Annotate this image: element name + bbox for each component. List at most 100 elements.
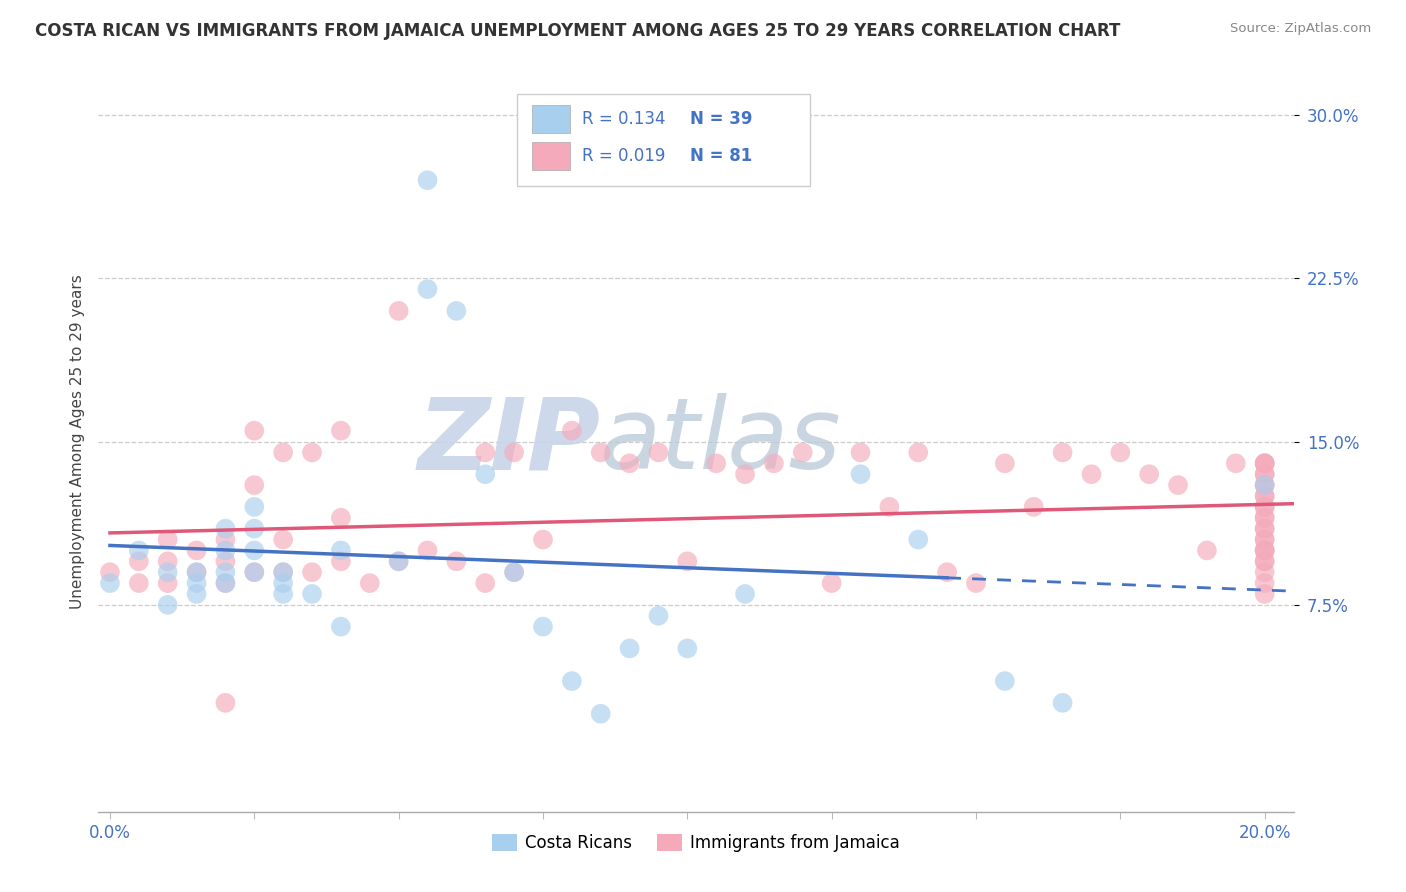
Point xyxy=(994,674,1017,689)
Point xyxy=(156,598,179,612)
Point xyxy=(416,543,439,558)
Point xyxy=(619,641,641,656)
Point xyxy=(1253,478,1275,492)
Point xyxy=(388,554,411,568)
Point xyxy=(561,674,583,689)
Point xyxy=(186,587,208,601)
Point xyxy=(1253,478,1275,492)
Point xyxy=(676,641,699,656)
Point xyxy=(243,500,266,514)
Point xyxy=(1253,533,1275,547)
Point xyxy=(1052,696,1074,710)
Point xyxy=(503,565,526,579)
Point xyxy=(1253,489,1275,503)
Point xyxy=(156,565,179,579)
Text: R = 0.134: R = 0.134 xyxy=(582,110,666,128)
Text: R = 0.019: R = 0.019 xyxy=(582,147,666,165)
Point xyxy=(1195,543,1218,558)
Point xyxy=(1137,467,1160,482)
Point xyxy=(1253,554,1275,568)
Point xyxy=(156,533,179,547)
Point xyxy=(186,565,208,579)
Point xyxy=(243,543,266,558)
Point xyxy=(1253,533,1275,547)
Point xyxy=(1080,467,1102,482)
Point xyxy=(388,304,411,318)
Point xyxy=(416,173,439,187)
Point xyxy=(1052,445,1074,459)
Point xyxy=(214,565,236,579)
Point xyxy=(1167,478,1189,492)
Point xyxy=(907,533,929,547)
Point xyxy=(416,282,439,296)
Point xyxy=(156,576,179,591)
Point xyxy=(762,456,785,470)
Point xyxy=(704,456,727,470)
Point xyxy=(243,522,266,536)
Point xyxy=(301,587,323,601)
Point xyxy=(243,565,266,579)
Point xyxy=(186,565,208,579)
Point xyxy=(1253,500,1275,514)
Point xyxy=(98,576,121,591)
Point xyxy=(792,445,814,459)
Point xyxy=(243,478,266,492)
Point xyxy=(1109,445,1132,459)
Text: N = 81: N = 81 xyxy=(690,147,752,165)
Text: N = 39: N = 39 xyxy=(690,110,752,128)
Point xyxy=(531,533,554,547)
FancyBboxPatch shape xyxy=(533,142,571,169)
Text: atlas: atlas xyxy=(600,393,842,490)
Point xyxy=(359,576,381,591)
Point xyxy=(186,576,208,591)
Point xyxy=(503,445,526,459)
Point xyxy=(849,467,872,482)
Point xyxy=(1253,510,1275,524)
Point xyxy=(1253,467,1275,482)
Point xyxy=(446,554,468,568)
Text: COSTA RICAN VS IMMIGRANTS FROM JAMAICA UNEMPLOYMENT AMONG AGES 25 TO 29 YEARS CO: COSTA RICAN VS IMMIGRANTS FROM JAMAICA U… xyxy=(35,22,1121,40)
Point xyxy=(128,554,150,568)
Point xyxy=(1253,576,1275,591)
Point xyxy=(214,576,236,591)
Point xyxy=(156,554,179,568)
Point xyxy=(820,576,842,591)
Point xyxy=(1225,456,1247,470)
Point xyxy=(1253,522,1275,536)
Point xyxy=(1253,478,1275,492)
Point xyxy=(214,533,236,547)
Point xyxy=(589,706,612,721)
Point xyxy=(301,565,323,579)
Point xyxy=(214,576,236,591)
Point xyxy=(329,619,352,633)
Text: Source: ZipAtlas.com: Source: ZipAtlas.com xyxy=(1230,22,1371,36)
FancyBboxPatch shape xyxy=(533,104,571,133)
Point xyxy=(446,304,468,318)
Point xyxy=(1253,456,1275,470)
Point xyxy=(1253,510,1275,524)
Point xyxy=(474,576,496,591)
Point xyxy=(647,445,669,459)
Point xyxy=(589,445,612,459)
Point xyxy=(849,445,872,459)
Point xyxy=(214,522,236,536)
Point xyxy=(531,619,554,633)
Point xyxy=(936,565,959,579)
Point xyxy=(329,554,352,568)
Point xyxy=(271,565,294,579)
Point xyxy=(734,587,756,601)
Point xyxy=(734,467,756,482)
Point xyxy=(1022,500,1045,514)
Point xyxy=(271,565,294,579)
Point xyxy=(619,456,641,470)
Point xyxy=(214,543,236,558)
Point xyxy=(243,565,266,579)
Point xyxy=(1253,565,1275,579)
Point xyxy=(1253,456,1275,470)
Point xyxy=(388,554,411,568)
Point xyxy=(1253,522,1275,536)
Point xyxy=(271,533,294,547)
Point xyxy=(474,467,496,482)
Point xyxy=(1253,500,1275,514)
Point xyxy=(271,576,294,591)
